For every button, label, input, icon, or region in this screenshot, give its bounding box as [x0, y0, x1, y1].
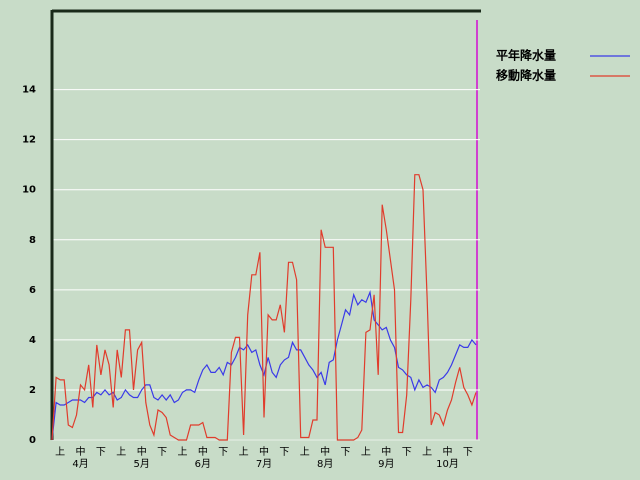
month-label: 9月: [378, 458, 394, 470]
x-tick-label: 中: [76, 445, 86, 458]
series-line: [51, 174, 477, 441]
y-tick-label: 4: [29, 335, 36, 346]
y-tick-label: 0: [29, 435, 36, 446]
x-tick-label: 中: [259, 445, 269, 458]
x-tick-label: 上: [116, 446, 126, 458]
x-tick-label: 下: [96, 447, 106, 458]
month-label: 5月: [134, 458, 150, 470]
x-tick-label: 下: [279, 447, 289, 458]
x-tick-label: 上: [239, 446, 249, 458]
x-tick-label: 下: [218, 447, 228, 458]
y-tick-label: 14: [22, 85, 36, 96]
x-tick-label: 下: [341, 447, 351, 458]
month-label: 4月: [72, 458, 88, 470]
x-tick-label: 下: [402, 447, 412, 458]
series-line: [51, 290, 477, 441]
x-tick-label: 中: [137, 445, 147, 458]
y-tick-label: 12: [22, 135, 36, 146]
y-tick-label: 2: [29, 385, 36, 396]
x-tick-label: 下: [157, 447, 167, 458]
x-tick-label: 上: [177, 446, 187, 458]
x-tick-label: 上: [300, 446, 310, 458]
month-label: 7月: [256, 458, 272, 470]
x-tick-label: 中: [198, 445, 208, 458]
x-tick-label: 上: [361, 446, 371, 458]
x-tick-label: 下: [463, 447, 473, 458]
x-tick-label: 上: [55, 446, 65, 458]
x-tick-label: 中: [442, 445, 452, 458]
y-tick-label: 10: [22, 185, 36, 196]
month-label: 8月: [317, 458, 333, 470]
legend-label: 移動降水量: [496, 68, 556, 83]
x-tick-label: 上: [422, 446, 432, 458]
y-tick-label: 8: [29, 235, 36, 246]
month-label: 6月: [195, 458, 211, 470]
x-tick-label: 中: [320, 445, 330, 458]
y-tick-label: 6: [29, 285, 36, 296]
month-label: 10月: [436, 458, 459, 470]
legend-label: 平年降水量: [496, 48, 556, 63]
x-tick-label: 中: [381, 445, 391, 458]
